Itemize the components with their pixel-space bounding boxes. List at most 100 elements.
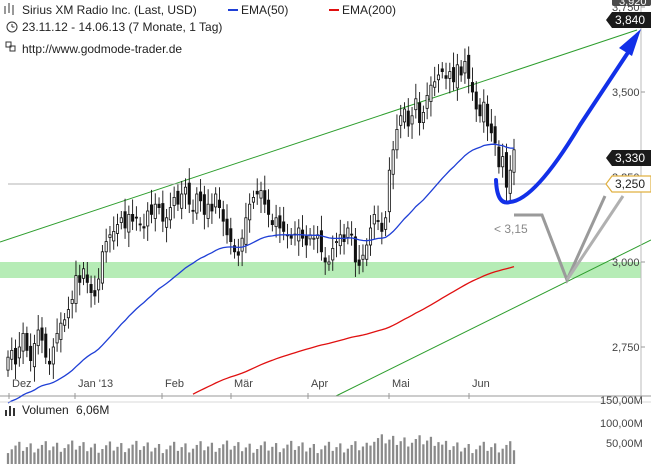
candle-body	[229, 228, 233, 242]
candle-body	[357, 259, 361, 266]
badge-support-price: 3,250	[605, 175, 651, 193]
candlestick-series	[6, 46, 516, 382]
candle-body	[338, 234, 342, 247]
clock-icon	[6, 21, 18, 33]
volume-bar	[448, 449, 451, 464]
candle-body	[346, 227, 350, 238]
trend-channel-upper-line	[0, 29, 638, 243]
svg-text:3,920: 3,920	[619, 0, 647, 8]
volume-bar	[342, 452, 346, 464]
candle-body	[66, 309, 70, 319]
candle-body	[217, 199, 221, 208]
candle-body	[202, 194, 206, 215]
volume-bar	[146, 442, 149, 464]
volume-bar	[493, 443, 497, 464]
volume-bar	[380, 434, 383, 464]
candle-body	[55, 332, 59, 344]
volume-tick-150: 150,00M	[600, 395, 643, 407]
volume-bar	[308, 447, 312, 464]
volume-bar	[346, 448, 349, 464]
volume-bar	[426, 440, 429, 464]
volume-bar	[467, 444, 470, 464]
candle-body	[48, 360, 52, 365]
candle-body	[21, 332, 25, 352]
candle-body	[78, 275, 82, 283]
volume-bar	[358, 450, 361, 464]
volume-bar	[403, 437, 406, 464]
volume-bar	[301, 442, 304, 464]
volume-bar	[82, 442, 85, 464]
candle-body	[123, 211, 127, 229]
ema50-line	[7, 143, 515, 404]
volume-bar	[512, 450, 516, 464]
candle-body	[165, 217, 169, 228]
volume-bar	[199, 441, 202, 464]
candle-body	[418, 102, 422, 123]
candle-body	[138, 223, 142, 226]
candle-body	[248, 203, 252, 221]
candle-body	[259, 190, 263, 199]
svg-text:3,840: 3,840	[615, 13, 645, 27]
candle-body	[361, 254, 365, 260]
volume-bar	[335, 447, 338, 464]
volume-bar	[169, 445, 172, 464]
badge-target-price: 3,840	[606, 12, 651, 28]
candle-body	[501, 156, 505, 168]
volume-bar	[131, 444, 134, 464]
volume-bar	[267, 450, 270, 464]
volume-bar	[422, 444, 425, 464]
candle-body	[267, 199, 271, 215]
volume-bar	[316, 453, 319, 464]
candle-body	[512, 149, 516, 173]
volume-bar	[456, 442, 459, 464]
candle-body	[504, 152, 508, 188]
volume-bar	[101, 449, 104, 464]
scenario-path-line-2	[565, 195, 625, 281]
candle-body	[17, 346, 21, 359]
candle-body	[278, 215, 282, 229]
candle-body	[40, 327, 44, 341]
volume-bar	[55, 442, 59, 464]
candle-body	[391, 149, 395, 175]
volume-bar	[256, 449, 259, 464]
date-range: 23.11.12 - 14.06.13 (7 Monate, 1 Tag)	[22, 20, 222, 34]
candle-body	[168, 207, 172, 221]
volume-bar	[312, 444, 315, 464]
volume-bar	[248, 443, 251, 464]
candle-body	[195, 193, 199, 214]
volume-bar	[433, 445, 436, 464]
volume-bar	[237, 442, 240, 464]
volume-bar	[210, 442, 214, 464]
month-tick-label: Mai	[392, 378, 410, 390]
month-tick-label: Jun	[472, 378, 490, 390]
month-tick-label: Dez	[12, 378, 32, 390]
volume-bar	[475, 449, 478, 464]
volume-bar	[399, 441, 402, 464]
candle-body	[372, 213, 376, 225]
volume-bar	[203, 450, 206, 464]
volume-bar	[139, 449, 142, 464]
candle-body	[368, 227, 373, 246]
chart-header: Sirius XM Radio Inc. (Last, USD) EMA(50)…	[4, 3, 396, 56]
candle-body	[115, 224, 120, 234]
volume-bar	[263, 441, 266, 464]
volume-bar	[354, 441, 357, 464]
volume-bar	[486, 450, 489, 464]
ema50-legend-label: EMA(50)	[241, 3, 288, 17]
candle-body	[172, 196, 176, 206]
candle-body	[376, 220, 380, 222]
volume-bar	[437, 442, 440, 464]
volume-bar	[271, 446, 274, 464]
volume-bar	[407, 446, 410, 464]
candle-body	[63, 319, 67, 326]
candle-body	[395, 128, 399, 151]
projection-arrow	[494, 52, 629, 205]
candle-body	[104, 241, 108, 253]
candle-body	[334, 241, 339, 244]
volume-bar	[497, 452, 501, 464]
volume-bar	[176, 450, 180, 464]
candle-body	[210, 203, 214, 212]
volume-bar	[135, 440, 138, 464]
volume-bars	[6, 434, 516, 464]
volume-bar	[21, 450, 25, 464]
